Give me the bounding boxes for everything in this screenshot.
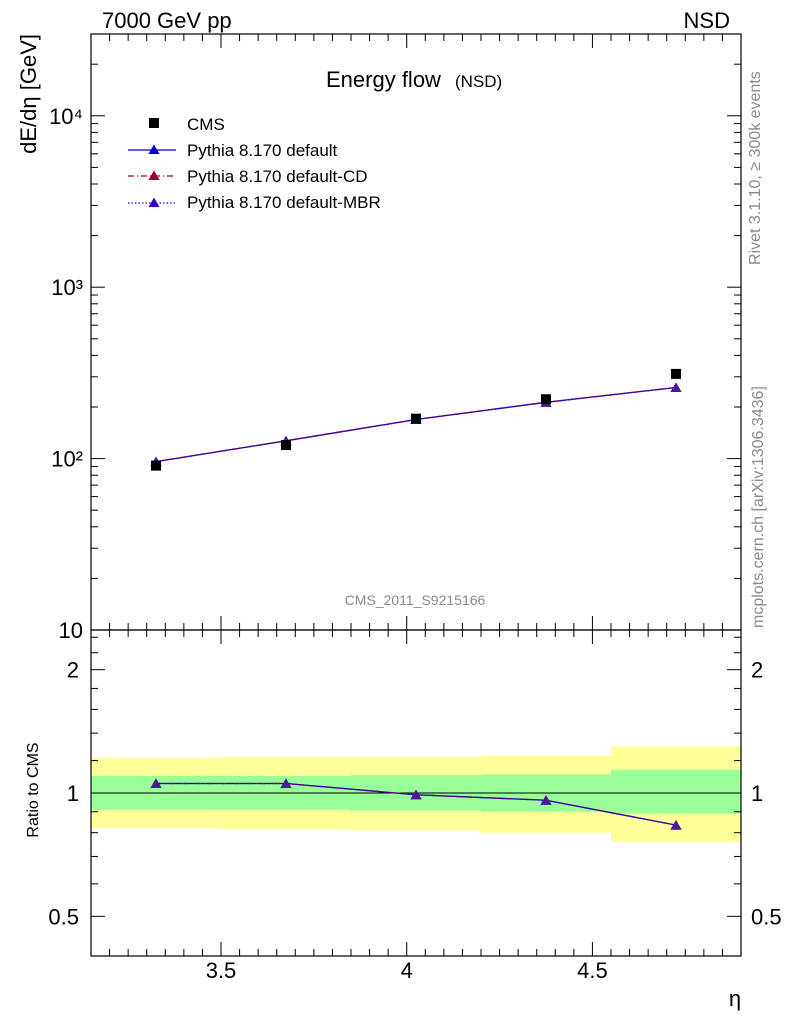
cms-data-point [541,394,551,405]
main-series-line-1 [155,386,677,463]
ratio-mc-point [150,778,162,788]
analysis-watermark: CMS_2011_S9215166 [345,592,486,608]
legend-label-cms: CMS [187,115,225,134]
ratio-y-tick-label: 0.5 [48,904,79,929]
legend-label-default: Pythia 8.170 default [187,141,338,160]
ratio-panel: 0.5 0.5 1 1 2 2 3.5 4 4.5 Ratio to CMS η [25,629,782,1011]
chart-title: Energy flow [326,67,441,92]
main-mc-point [670,382,682,392]
legend: CMS Pythia 8.170 default Pythia 8.170 de… [128,115,381,212]
legend-marker-cd [148,170,160,180]
ratio-mc-point [540,795,552,805]
main-y-tick-label: 10³ [51,275,83,300]
legend-marker-default [148,144,160,154]
chart-title-suffix: (NSD) [455,72,502,91]
cms-data-point [281,440,291,451]
legend-entry-mbr: Pythia 8.170 default-MBR [128,193,381,212]
x-tick-label: 4 [401,958,413,983]
ratio-mc-point [280,778,292,788]
legend-entry-default: Pythia 8.170 default [128,141,338,160]
ratio-y-tick-label-right: 2 [751,658,763,683]
legend-label-cd: Pythia 8.170 default-CD [187,167,368,186]
legend-marker-cms [149,118,159,128]
mcplots-label: mcplots.cern.ch [arXiv:1306.3436] [750,386,767,628]
ratio-plot-frame [90,629,742,957]
x-tick-label: 3.5 [206,958,237,983]
legend-entry-cd: Pythia 8.170 default-CD [128,167,368,186]
ratio-y-tick-label: 2 [67,658,79,683]
rivet-label: Rivet 3.1.10, ≥ 300k events [747,71,764,265]
ratio-y-tick-label-right: 1 [751,781,763,806]
main-y-tick-label: 10² [51,447,83,472]
legend-entry-cms: CMS [149,115,225,134]
y-axis-label: dE/dη [GeV] [16,34,41,154]
ratio-y-tick-label: 1 [67,781,79,806]
ratio-mc-point [670,820,682,830]
ratio-mc-point [410,789,422,800]
cms-data-point [411,413,421,424]
legend-marker-mbr [148,197,160,207]
x-tick-label: 4.5 [577,958,608,983]
x-axis-label: η [729,986,741,1011]
header-left: 7000 GeV pp [102,8,232,33]
legend-label-mbr: Pythia 8.170 default-MBR [187,193,381,212]
ratio-y-tick-label-right: 0.5 [751,904,782,929]
ratio-y-axis-label: Ratio to CMS [25,742,42,837]
cms-data-point [151,460,161,471]
cms-data-point [671,368,681,379]
main-panel: Energy flow (NSD) CMS_2011_S9215166 dE/d… [16,33,742,643]
ratio-band-inner [611,769,741,814]
main-y-tick-label: 10⁴ [49,104,83,129]
main-y-tick-label: 10 [59,618,83,643]
main-series-line-3 [155,386,677,463]
header-right: NSD [684,8,730,33]
main-series-line-2 [155,386,677,463]
